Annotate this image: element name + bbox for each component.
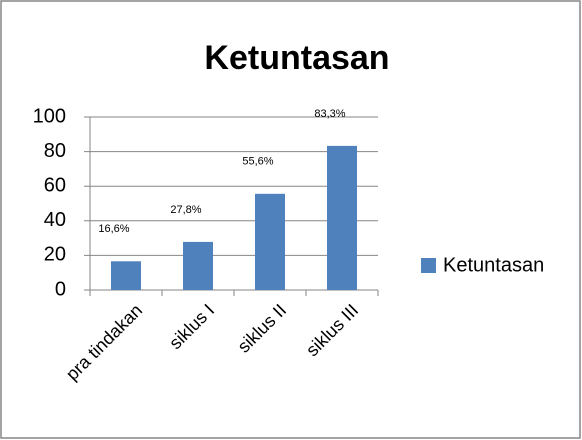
chart-title: Ketuntasan bbox=[204, 39, 389, 77]
legend-label: Ketuntasan bbox=[443, 254, 544, 276]
data-label: 55,6% bbox=[242, 156, 273, 168]
legend-swatch bbox=[421, 258, 436, 273]
bar bbox=[255, 193, 285, 290]
bar bbox=[111, 261, 141, 290]
y-tick-label: 0 bbox=[55, 278, 66, 300]
bar bbox=[183, 241, 213, 290]
bar bbox=[327, 145, 357, 290]
y-tick-label: 40 bbox=[44, 209, 66, 231]
y-tick-label: 100 bbox=[33, 105, 66, 127]
data-label: 27,8% bbox=[170, 204, 201, 216]
data-label: 83,3% bbox=[314, 108, 345, 120]
data-label: 16,6% bbox=[98, 223, 129, 235]
y-tick-label: 60 bbox=[44, 174, 66, 196]
y-tick-label: 80 bbox=[44, 140, 66, 162]
y-tick-label: 20 bbox=[44, 244, 66, 266]
